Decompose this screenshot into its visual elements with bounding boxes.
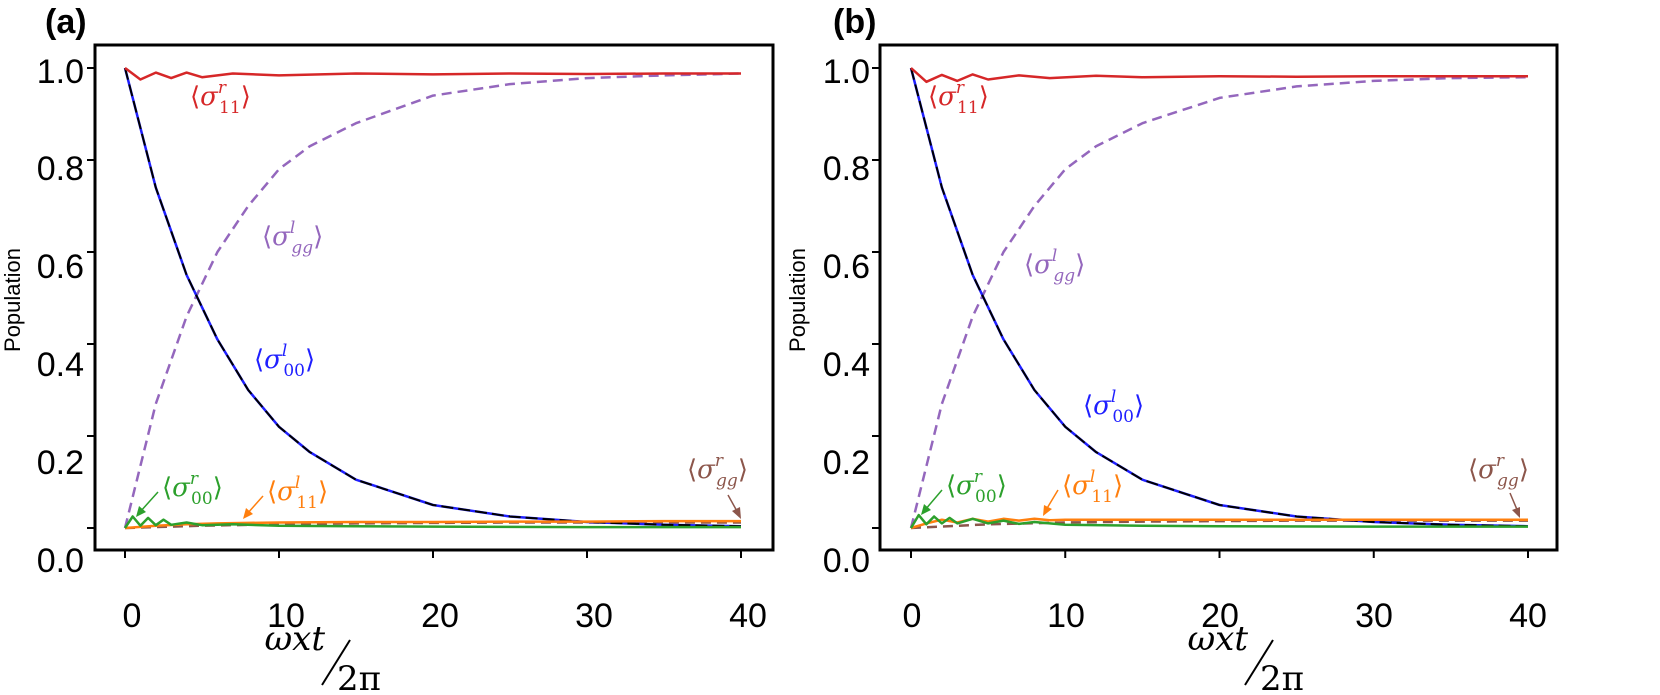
panel-b-xtick-3: 30: [1355, 597, 1393, 635]
panel-a-ylabel: Population: [0, 248, 25, 352]
panel-b-ytick-3: 0.6: [823, 248, 870, 286]
panel-a-xlabel-denominator: 2π: [337, 659, 381, 695]
panel-a-series-line-3: [123, 72, 742, 529]
panel-b-label-green: ⟨σr 00⟩: [946, 467, 1007, 507]
panel-a-series-line-2: [124, 67, 742, 528]
panel-a-ytick-labels: 0.0 0.2 0.4 0.6 0.8 1.0: [37, 53, 84, 580]
panel-b-xlabel-denominator: 2π: [1260, 659, 1304, 695]
panel-a-xtick-1: 10: [267, 597, 305, 635]
panel-a-label-brown: ⟨σr gg⟩: [687, 451, 748, 491]
panel-a-series-line-4: [123, 515, 741, 529]
panel-a-plot: [87, 66, 742, 558]
panel-b-series-line-0: [910, 67, 1528, 84]
panel-a-label: (a): [45, 3, 87, 41]
panel-a-xlabel: ωxt 2π: [264, 619, 381, 695]
panel-b-xtick-0: 0: [903, 597, 922, 635]
panel-a-xtick-3: 30: [575, 597, 613, 635]
panel-b-ylabel: Population: [785, 248, 810, 352]
panel-a-label-orange: ⟨σl 11⟩: [267, 473, 328, 513]
panel-a-series-line-5: [124, 519, 741, 530]
panel-b-xtick-2: 20: [1201, 597, 1239, 635]
panel-b-xlabel-numerator: ωxt: [1187, 619, 1248, 659]
panel-b-frame: [878, 43, 1559, 552]
panel-a-label-blue: ⟨σl 00⟩: [254, 341, 315, 381]
panel-a-ytick-3: 0.6: [37, 248, 84, 286]
panel-b-ytick-labels: 0.0 0.2 0.4 0.6 0.8 1.0: [823, 53, 870, 580]
panel-b-series-line-4: [909, 513, 1528, 529]
panel-b-label-orange: ⟨σl 11⟩: [1062, 467, 1123, 507]
panel-a-label-purple: ⟨σl gg⟩: [262, 218, 323, 258]
panel-b-xtick-4: 40: [1509, 597, 1547, 635]
panel-a-xtick-labels: 0 10 20 30 40: [123, 597, 767, 635]
panel-a-series-line-1: [123, 67, 742, 528]
panel-a-frame: [93, 43, 775, 552]
panel-a-xlabel-numerator: ωxt: [264, 619, 325, 659]
panel-b: (b) Population 0.0 0.2 0.4 0.6 0.8 1.0 0…: [785, 3, 1559, 695]
panel-b-ytick-2: 0.4: [823, 346, 870, 384]
panel-a-arrows: [136, 491, 741, 519]
panel-b-label-red: ⟨σr 11⟩: [928, 78, 989, 118]
panel-b-series-line-5: [910, 517, 1528, 530]
panel-a-ytick-4: 0.8: [37, 150, 84, 188]
panel-b-xlabel: ωxt 2π: [1187, 619, 1304, 695]
panel-b-label-blue: ⟨σl 00⟩: [1083, 387, 1144, 427]
panel-a-label-green: ⟨σr 00⟩: [162, 469, 223, 509]
panel-b-arrows: [921, 489, 1520, 518]
panel-b-ytick-4: 0.8: [823, 150, 870, 188]
panel-b-xtick-labels: 0 10 20 30 40: [903, 597, 1547, 635]
panel-a-xtick-2: 20: [421, 597, 459, 635]
panel-a-ytick-1: 0.2: [37, 444, 84, 482]
panel-b-series-line-3: [909, 75, 1529, 529]
panel-b-label-purple: ⟨σl gg⟩: [1024, 246, 1085, 286]
panel-a-ytick-2: 0.4: [37, 346, 84, 384]
panel-b-xtick-1: 10: [1047, 597, 1085, 635]
panel-b-ytick-5: 1.0: [823, 53, 870, 91]
panel-a-ytick-0: 0.0: [37, 542, 84, 580]
panel-a-xtick-0: 0: [123, 597, 142, 635]
panel-a: (a) Population 0.0 0.2 0.4 0.6 0.8 1.0 0…: [0, 3, 775, 695]
panel-a-xtick-4: 40: [729, 597, 767, 635]
panel-a-series-line-0: [124, 66, 741, 81]
panel-b-ytick-0: 0.0: [823, 542, 870, 580]
panel-a-ytick-5: 1.0: [37, 53, 84, 91]
panel-b-series-line-2: [910, 67, 1529, 528]
panel-b-label: (b): [833, 3, 876, 41]
panel-a-label-red: ⟨σr 11⟩: [190, 78, 251, 118]
panel-b-plot: [872, 67, 1529, 558]
panel-b-series-line-1: [909, 67, 1529, 528]
panel-b-label-brown: ⟨σr gg⟩: [1468, 451, 1529, 491]
panel-b-ytick-1: 0.2: [823, 444, 870, 482]
